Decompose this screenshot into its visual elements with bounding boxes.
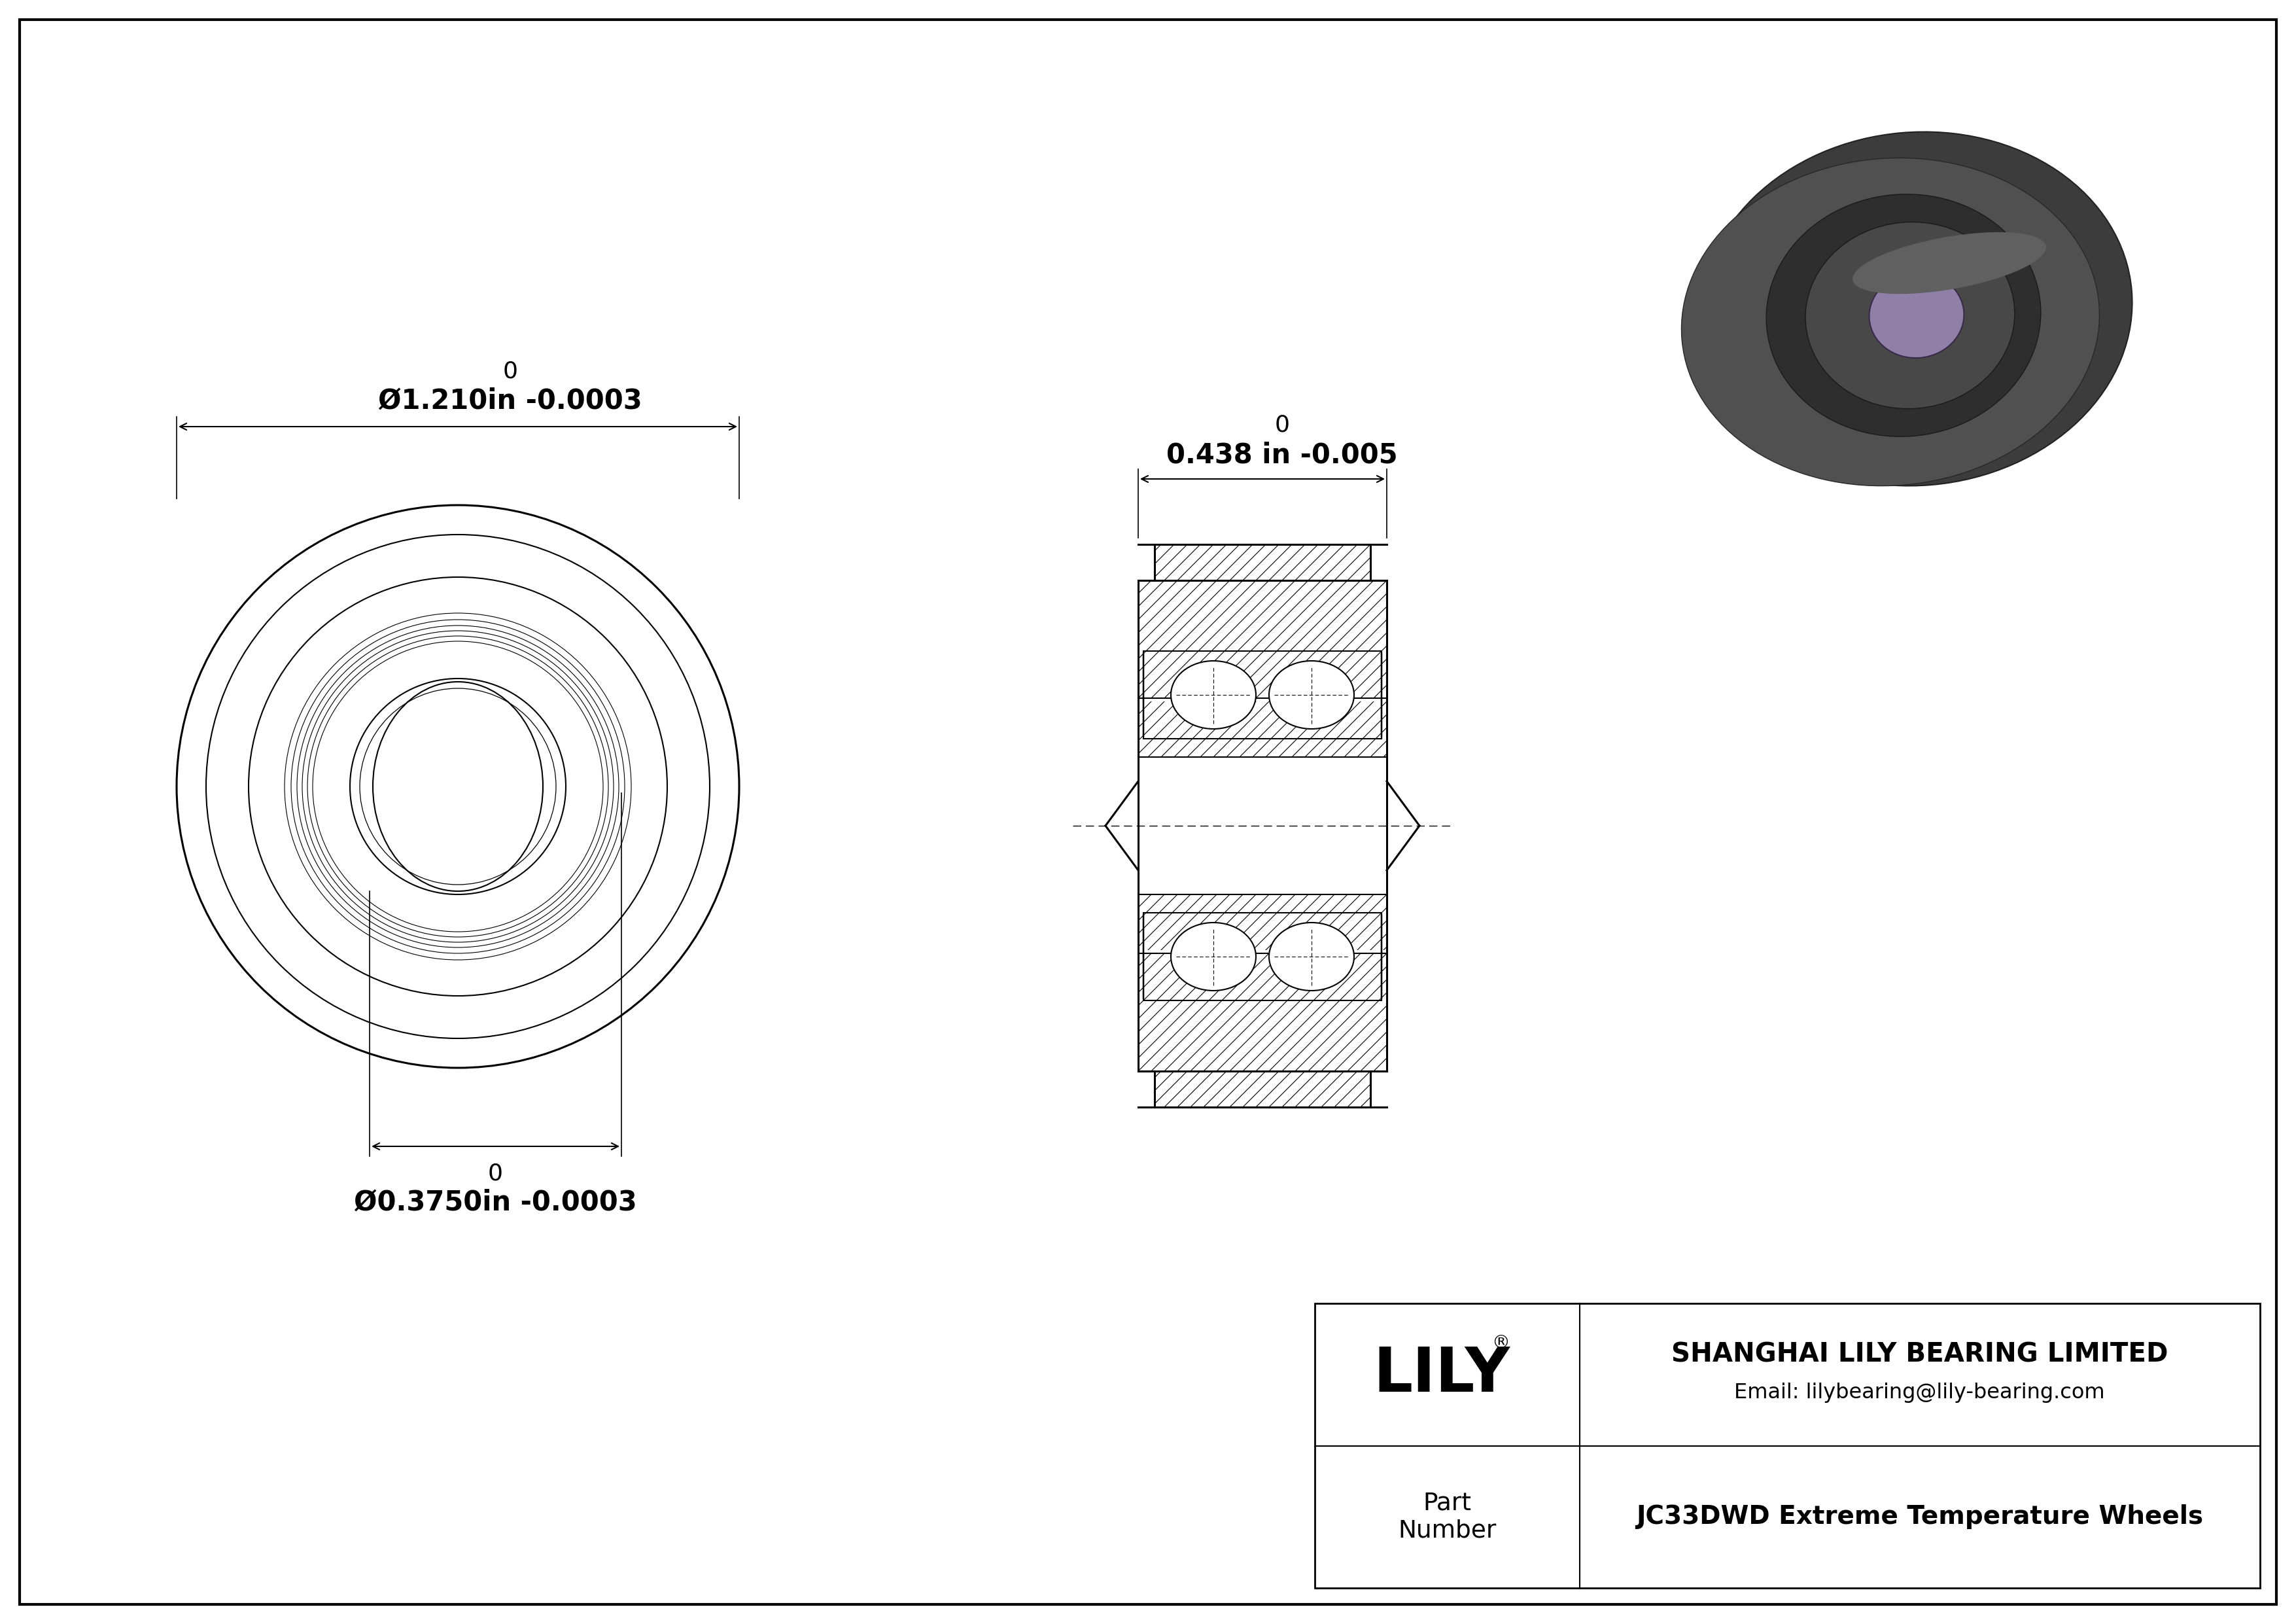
Text: Ø1.210in -0.0003: Ø1.210in -0.0003 xyxy=(379,388,643,414)
Text: ®: ® xyxy=(1492,1333,1511,1353)
Ellipse shape xyxy=(1270,922,1355,991)
Ellipse shape xyxy=(1766,195,2041,437)
Ellipse shape xyxy=(1869,273,1963,357)
Text: Part
Number: Part Number xyxy=(1398,1491,1497,1543)
Text: 0: 0 xyxy=(503,361,517,382)
Ellipse shape xyxy=(1270,661,1355,729)
Text: LILY: LILY xyxy=(1373,1345,1511,1405)
Ellipse shape xyxy=(1171,661,1256,729)
Bar xyxy=(1316,1304,2259,1588)
Ellipse shape xyxy=(1171,922,1256,991)
Ellipse shape xyxy=(1701,132,2133,486)
Bar xyxy=(1155,544,1371,580)
Bar xyxy=(1100,538,1426,1114)
Bar xyxy=(1139,580,1387,698)
Text: Ø0.3750in -0.0003: Ø0.3750in -0.0003 xyxy=(354,1189,636,1216)
Text: SHANGHAI LILY BEARING LIMITED: SHANGHAI LILY BEARING LIMITED xyxy=(1671,1341,2167,1367)
Bar xyxy=(1139,953,1387,1072)
Bar xyxy=(1143,651,1382,739)
Text: 0: 0 xyxy=(489,1163,503,1186)
Bar xyxy=(1139,702,1387,757)
Ellipse shape xyxy=(1805,222,2014,409)
Text: 0: 0 xyxy=(1274,414,1290,437)
Ellipse shape xyxy=(1853,232,2046,294)
Text: 0.438 in -0.005: 0.438 in -0.005 xyxy=(1166,442,1398,469)
Bar xyxy=(1139,895,1387,950)
Bar xyxy=(1143,913,1382,1000)
Text: Email: lilybearing@lily-bearing.com: Email: lilybearing@lily-bearing.com xyxy=(1733,1382,2105,1403)
Bar xyxy=(1155,1072,1371,1108)
Text: JC33DWD Extreme Temperature Wheels: JC33DWD Extreme Temperature Wheels xyxy=(1637,1504,2204,1530)
Ellipse shape xyxy=(1681,158,2099,486)
